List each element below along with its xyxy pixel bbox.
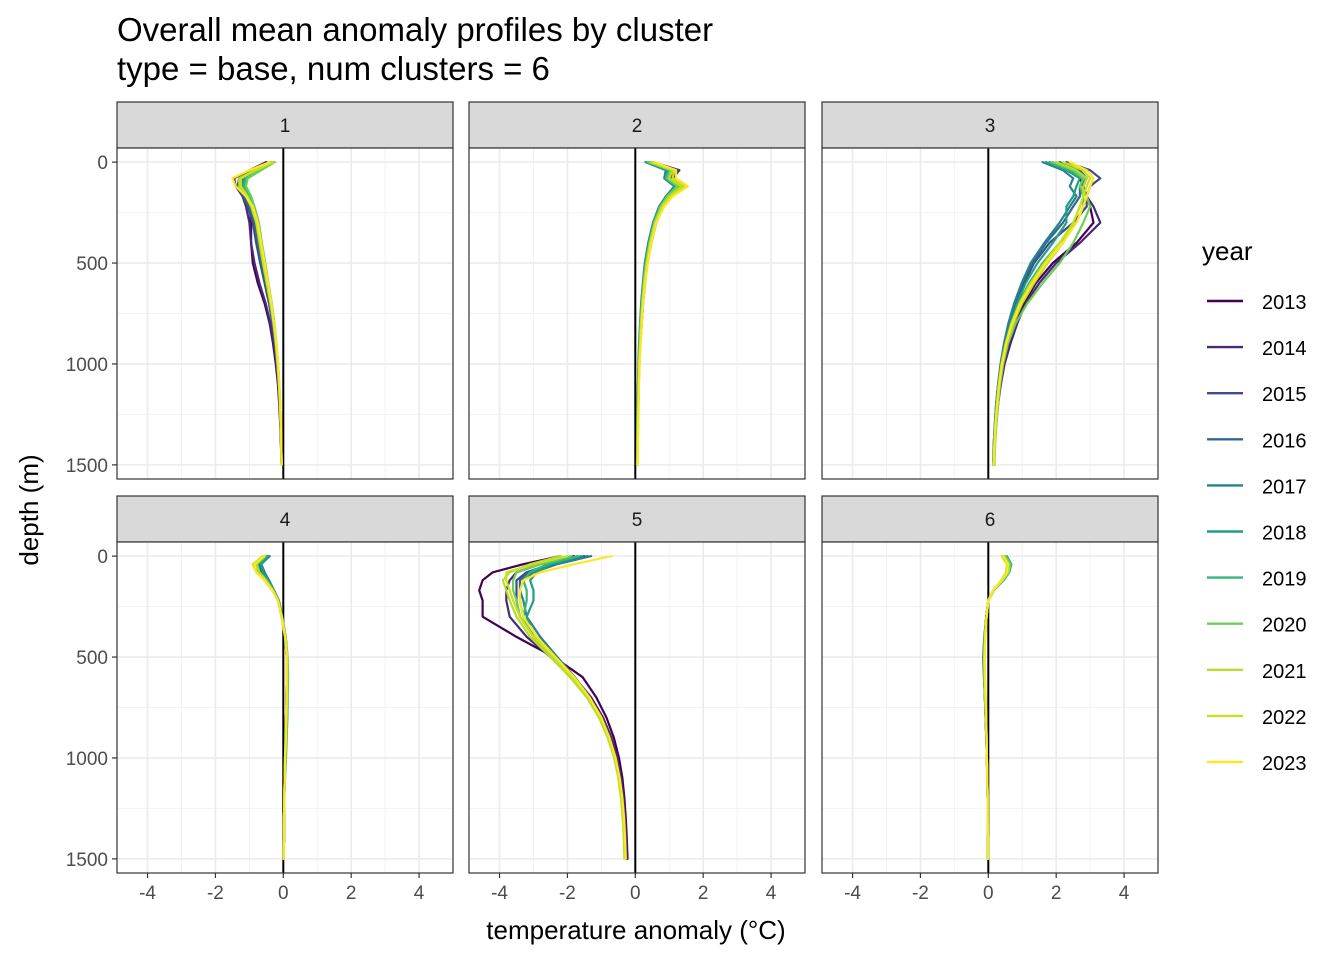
panel-4: 4 0 500 1000 1500 -4 -2 0 2 4 (66, 495, 454, 904)
panel-5: 5 -4 -2 0 2 4 (468, 495, 806, 904)
panel-border (821, 541, 1159, 874)
x-tick-label: 4 (1119, 883, 1130, 904)
legend-label-2013: 2013 (1262, 292, 1307, 314)
chart-title: Overall mean anomaly profiles by cluster (117, 11, 713, 48)
x-tick-label: 4 (414, 883, 425, 904)
y-tick-label: 1500 (66, 456, 108, 477)
y-axis-title: depth (m) (14, 454, 44, 565)
panel-border (821, 147, 1159, 480)
legend-label-2022: 2022 (1262, 707, 1307, 729)
panel-border (468, 541, 806, 874)
x-tick-label: -2 (207, 883, 224, 904)
panel-border (116, 147, 454, 480)
panel-border (116, 541, 454, 874)
y-tick-label: 500 (76, 254, 108, 275)
x-tick-label: -4 (491, 883, 508, 904)
panel-2: 2 (468, 101, 806, 480)
legend-label-2018: 2018 (1262, 523, 1307, 545)
legend-title: year (1202, 236, 1253, 266)
legend-label-2016: 2016 (1262, 430, 1307, 452)
series-line-2023 (992, 161, 1095, 466)
x-tick-label: 0 (630, 883, 641, 904)
facet-strip-1 (116, 101, 454, 149)
legend-label-2021: 2021 (1262, 661, 1307, 683)
legend-label-2014: 2014 (1262, 338, 1307, 360)
chart-subtitle: type = base, num clusters = 6 (117, 50, 550, 87)
x-tick-label: 2 (698, 883, 709, 904)
legend-label-2015: 2015 (1262, 384, 1307, 406)
facet-strip-2 (468, 101, 806, 149)
legend-label-2019: 2019 (1262, 569, 1307, 591)
legend-label-2020: 2020 (1262, 615, 1307, 637)
y-tick-label: 0 (97, 153, 108, 174)
facet-strip-label: 6 (985, 510, 996, 531)
y-tick-label: 500 (76, 648, 108, 669)
x-axis-title: temperature anomaly (°C) (486, 915, 785, 945)
series-line-2023 (253, 554, 288, 861)
legend: year 2013 2014 2015 2016 2017 2018 2019 2020 202… (1202, 236, 1307, 775)
x-tick-label: -2 (912, 883, 929, 904)
series-line-2023 (231, 161, 283, 466)
facet-strip-label: 4 (280, 510, 291, 531)
series-line-2023 (983, 554, 1010, 861)
panel-border (468, 147, 806, 480)
series-line-2023 (518, 554, 627, 861)
facet-strip-label: 5 (632, 510, 643, 531)
facet-strip-3 (821, 101, 1159, 149)
y-tick-label: 1500 (66, 850, 108, 871)
facet-panels: 1 0 500 1000 1500 2 3 4 0 500 1000 1500 -4 -2 0 2 4 5 -4 -2… (66, 101, 1159, 904)
x-tick-label: 0 (278, 883, 289, 904)
facet-strip-label: 1 (280, 116, 291, 137)
facet-strip-label: 2 (632, 116, 643, 137)
x-tick-label: 2 (1051, 883, 1062, 904)
facet-strip-label: 3 (985, 116, 996, 137)
panel-1: 1 0 500 1000 1500 (66, 101, 454, 480)
legend-label-2023: 2023 (1262, 753, 1307, 775)
series-line-2023 (636, 161, 690, 466)
y-tick-label: 0 (97, 547, 108, 568)
y-tick-label: 1000 (66, 749, 108, 770)
legend-label-2017: 2017 (1262, 476, 1307, 498)
x-tick-label: 0 (983, 883, 994, 904)
panel-6: 6 -4 -2 0 2 4 (821, 495, 1159, 904)
x-tick-label: 2 (346, 883, 357, 904)
panel-3: 3 (821, 101, 1159, 480)
facet-strip-4 (116, 495, 454, 543)
x-tick-label: -4 (844, 883, 861, 904)
x-tick-label: -4 (139, 883, 156, 904)
x-tick-label: -2 (559, 883, 576, 904)
x-tick-label: 4 (766, 883, 777, 904)
y-tick-label: 1000 (66, 355, 108, 376)
